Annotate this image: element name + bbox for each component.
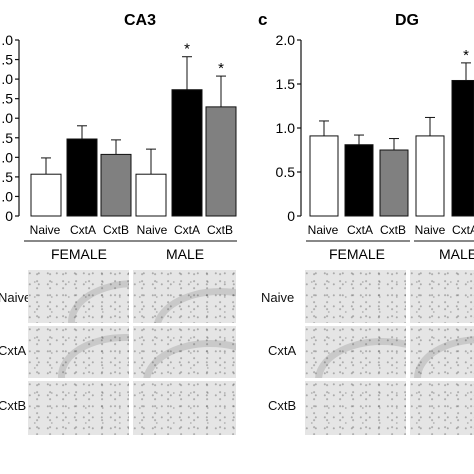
group-label-ca3: FEMALE — [51, 246, 107, 262]
y-tick-label-ca3: .0 — [1, 110, 13, 126]
micrograph-female-cxtb-dg — [305, 381, 406, 435]
group-label-dg: FEMALE — [329, 246, 385, 262]
category-label-ca3: Naive — [30, 223, 61, 237]
category-label-dg: CxtA — [347, 223, 373, 237]
micrograph-male-cxta-dg — [410, 326, 474, 378]
category-label-ca3: CxtA — [174, 223, 200, 237]
significance-star-ca3: * — [184, 41, 190, 58]
bar-dg-male-naive — [415, 135, 445, 217]
group-label-dg: MALE — [439, 246, 474, 262]
y-tick-label-dg: 1.5 — [276, 76, 296, 92]
micrograph-female-cxtb-ca3 — [28, 381, 129, 435]
y-tick-label-ca3: .0 — [1, 71, 13, 87]
bar-ca3-female-cxtb — [100, 153, 132, 217]
chart-title-dg: DG — [395, 12, 419, 29]
bar-dg-male-cxta — [451, 79, 474, 217]
micrograph-male-cxta-ca3 — [133, 326, 236, 378]
y-tick-label-ca3: .0 — [1, 149, 13, 165]
photo-row-label-cxtb-left: CxtB — [0, 398, 27, 413]
micrograph-female-cxta-ca3 — [28, 326, 129, 378]
micrograph-male-cxtb-dg — [410, 381, 474, 435]
bar-dg-female-cxtb — [379, 149, 409, 217]
photo-row-label-cxtb: CxtB — [268, 398, 297, 413]
micrograph-male-naive-ca3 — [133, 270, 236, 323]
y-tick-label-ca3: .5 — [1, 91, 13, 107]
photo-row-label-cxta: CxtA — [268, 343, 297, 358]
photo-row-label-cxta-left: CxtA — [0, 343, 27, 358]
photo-row-label-naive-left: Naive — [0, 290, 32, 305]
y-tick-label-ca3: .0 — [1, 188, 13, 204]
micrograph-female-naive-dg — [305, 270, 406, 323]
micrograph-male-cxtb-ca3 — [133, 381, 236, 435]
y-tick-label-ca3: .5 — [1, 52, 13, 68]
category-label-ca3: CxtB — [103, 223, 129, 237]
category-label-ca3: CxtB — [207, 223, 233, 237]
y-tick-label-dg: 0 — [287, 208, 295, 224]
photo-row-label-naive: Naive — [261, 290, 295, 305]
category-label-dg: CxtA — [452, 223, 474, 237]
micrograph-female-cxta-dg — [305, 326, 406, 378]
category-label-dg: Naive — [415, 223, 446, 237]
y-tick-label-ca3: .0 — [1, 32, 13, 48]
category-label-dg: CxtB — [380, 223, 406, 237]
significance-star-dg: * — [463, 47, 469, 64]
bar-ca3-female-naive — [30, 173, 62, 217]
significance-star-ca3: * — [218, 60, 224, 77]
group-label-ca3: MALE — [166, 246, 204, 262]
panel-letter-dg: c — [258, 10, 267, 29]
bar-ca3-male-cxta — [171, 89, 203, 217]
category-label-dg: Naive — [308, 223, 339, 237]
y-tick-label-ca3: .5 — [1, 169, 13, 185]
bar-ca3-male-naive — [135, 173, 167, 217]
bar-dg-female-cxta — [344, 144, 374, 217]
micrograph-male-naive-dg — [410, 270, 474, 323]
y-tick-label-dg: 2.0 — [276, 32, 296, 48]
category-label-ca3: CxtA — [70, 223, 96, 237]
y-tick-label-dg: 1.0 — [276, 120, 296, 136]
bar-dg-female-naive — [309, 135, 339, 217]
bar-ca3-female-cxta — [66, 138, 98, 217]
y-tick-label-dg: 0.5 — [276, 164, 296, 180]
y-tick-label-ca3: .5 — [1, 130, 13, 146]
category-label-ca3: Naive — [137, 223, 168, 237]
micrograph-female-naive-ca3 — [28, 270, 129, 323]
bar-ca3-male-cxtb — [205, 106, 237, 217]
chart-title-ca3: CA3 — [124, 12, 156, 29]
y-tick-label-ca3: 0 — [5, 208, 13, 224]
